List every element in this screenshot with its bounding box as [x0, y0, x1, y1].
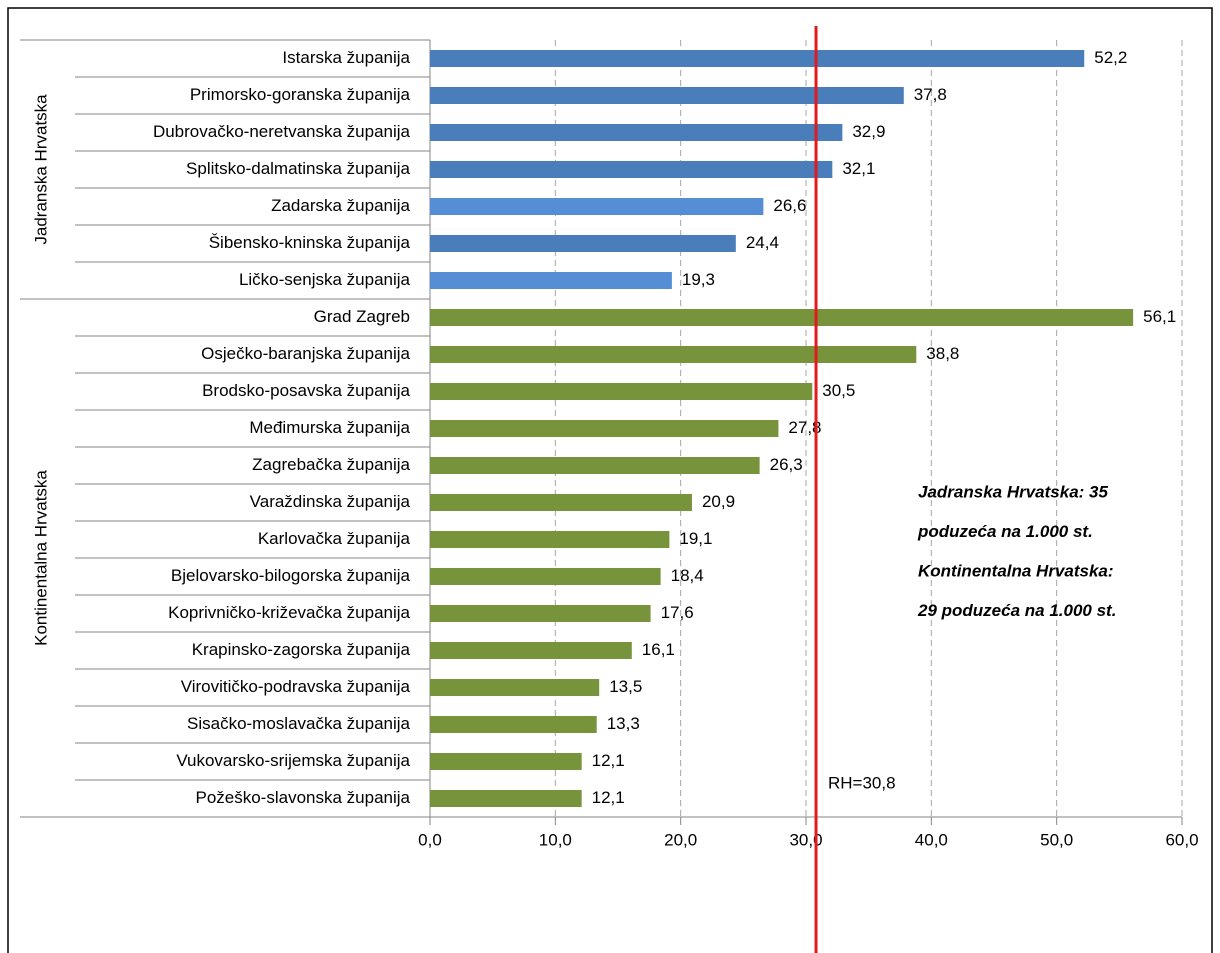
- value-label: 56,1: [1143, 307, 1176, 326]
- category-label: Istarska županija: [282, 48, 410, 67]
- frame: [7, 7, 1213, 953]
- category-label: Sisačko-moslavačka županija: [187, 714, 411, 733]
- value-label: 18,4: [671, 566, 704, 585]
- x-tick-label: 20,0: [664, 830, 697, 849]
- x-tick-label: 60,0: [1165, 830, 1198, 849]
- category-label: Dubrovačko-neretvanska županija: [153, 122, 411, 141]
- x-tick-label: 50,0: [1040, 830, 1073, 849]
- value-label: 13,5: [609, 677, 642, 696]
- category-label: Međimurska županija: [249, 418, 410, 437]
- category-label: Grad Zagreb: [314, 307, 410, 326]
- value-label: 38,8: [926, 344, 959, 363]
- value-label: 26,3: [770, 455, 803, 474]
- category-label: Zagrebačka županija: [252, 455, 410, 474]
- bar: [430, 679, 600, 696]
- x-tick-label: 10,0: [539, 830, 572, 849]
- value-label: 32,9: [852, 122, 885, 141]
- value-label: 19,1: [679, 529, 712, 548]
- category-label: Primorsko-goranska županija: [190, 85, 411, 104]
- value-label: 52,2: [1094, 48, 1127, 67]
- bar: [430, 235, 736, 252]
- x-tick-label: 30,0: [789, 830, 822, 849]
- annotation: 29 poduzeća na 1.000 st.: [917, 601, 1116, 620]
- x-tick-label: 0,0: [418, 830, 442, 849]
- value-label: 26,6: [773, 196, 806, 215]
- bar: [430, 568, 661, 585]
- category-label: Krapinsko-zagorska županija: [192, 640, 411, 659]
- value-label: 24,4: [746, 233, 779, 252]
- bar: [430, 642, 632, 659]
- category-label: Bjelovarsko-bilogorska županija: [171, 566, 411, 585]
- category-label: Vukovarsko-srijemska županija: [176, 751, 410, 770]
- bar: [430, 457, 760, 474]
- bar: [430, 420, 779, 437]
- category-label: Ličko-senjska županija: [239, 270, 411, 289]
- bar: [430, 87, 904, 104]
- bar: [430, 198, 764, 215]
- bar: [430, 716, 597, 733]
- category-label: Koprivničko-križevačka županija: [168, 603, 410, 622]
- bar: [430, 531, 670, 548]
- bar: [430, 494, 692, 511]
- value-label: 19,3: [682, 270, 715, 289]
- value-label: 13,3: [607, 714, 640, 733]
- group-label: Jadranska Hrvatska: [31, 94, 50, 245]
- group-label: Kontinentalna Hrvatska: [31, 470, 50, 646]
- bar: [430, 383, 813, 400]
- category-label: Požeško-slavonska županija: [195, 788, 410, 807]
- annotation: Jadranska Hrvatska: 35: [918, 482, 1109, 501]
- bar: [430, 753, 582, 770]
- reference-label: RH=30,8: [828, 773, 896, 792]
- x-tick-label: 40,0: [915, 830, 948, 849]
- bar: [430, 161, 833, 178]
- category-label: Brodsko-posavska županija: [202, 381, 410, 400]
- annotation: Kontinentalna Hrvatska:: [918, 561, 1114, 580]
- bar: [430, 50, 1085, 67]
- value-label: 16,1: [642, 640, 675, 659]
- category-label: Šibensko-kninska županija: [209, 233, 411, 252]
- bar: [430, 309, 1134, 326]
- category-label: Virovitičko-podravska županija: [181, 677, 411, 696]
- bar: [430, 605, 651, 622]
- bar: [430, 124, 843, 141]
- annotation: poduzeća na 1.000 st.: [917, 522, 1093, 541]
- value-label: 20,9: [702, 492, 735, 511]
- category-label: Osječko-baranjska županija: [201, 344, 410, 363]
- value-label: 37,8: [914, 85, 947, 104]
- category-label: Splitsko-dalmatinska županija: [186, 159, 410, 178]
- value-label: 32,1: [842, 159, 875, 178]
- bar: [430, 272, 672, 289]
- bar: [430, 346, 917, 363]
- value-label: 30,5: [822, 381, 855, 400]
- value-label: 12,1: [592, 751, 625, 770]
- value-label: 27,8: [788, 418, 821, 437]
- bar: [430, 790, 582, 807]
- value-label: 17,6: [661, 603, 694, 622]
- category-label: Varaždinska županija: [250, 492, 411, 511]
- category-label: Zadarska županija: [271, 196, 410, 215]
- value-label: 12,1: [592, 788, 625, 807]
- category-label: Karlovačka županija: [258, 529, 411, 548]
